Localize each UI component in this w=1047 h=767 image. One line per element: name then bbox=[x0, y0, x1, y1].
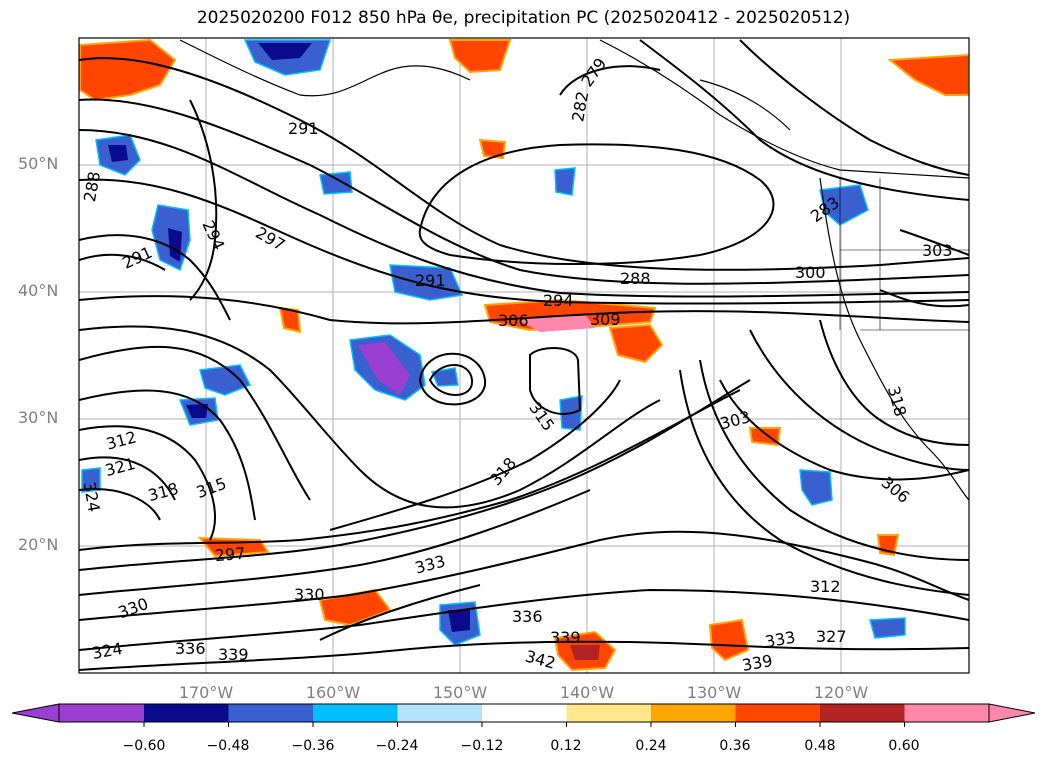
colorbar-tick-label: 0.36 bbox=[719, 738, 751, 754]
contour-label: 300 bbox=[795, 263, 826, 282]
colorbar-tick-label: −0.12 bbox=[460, 738, 504, 754]
contour-label: 291 bbox=[415, 271, 446, 290]
map-plot: 291 294 297 291 288 282 279 288 291 294 … bbox=[78, 37, 970, 675]
colorbar-tick-label: 0.12 bbox=[550, 738, 582, 754]
colorbar-segment bbox=[313, 704, 398, 722]
lat-label-40n: 40°N bbox=[18, 281, 59, 300]
colorbar-segment bbox=[59, 704, 144, 722]
colorbar bbox=[11, 703, 1036, 727]
lon-label-150w: 150°W bbox=[432, 683, 488, 702]
colorbar-frame bbox=[58, 703, 990, 723]
colorbar-tick-label: 0.48 bbox=[804, 738, 836, 754]
colorbar-segment bbox=[735, 704, 820, 722]
contour-label: 339 bbox=[741, 651, 774, 675]
lat-label-50n: 50°N bbox=[18, 154, 59, 173]
coastlines bbox=[179, 39, 969, 501]
colorbar-tick-label: 0.60 bbox=[888, 738, 920, 754]
colorbar-segment bbox=[651, 704, 736, 722]
map-background bbox=[79, 38, 969, 673]
lon-label-140w: 140°W bbox=[559, 683, 615, 702]
map-frame bbox=[78, 37, 970, 674]
lon-label-170w: 170°W bbox=[178, 683, 234, 702]
colorbar-segment bbox=[820, 704, 905, 722]
contour-label: 336 bbox=[512, 607, 543, 626]
colorbar-tick-label: −0.48 bbox=[206, 738, 250, 754]
contour-label: 336 bbox=[175, 639, 206, 658]
contour-label: 309 bbox=[590, 310, 621, 329]
contour-label: 327 bbox=[816, 627, 847, 646]
colorbar-tick-label: 0.24 bbox=[635, 738, 667, 754]
contour-label: 291 bbox=[288, 119, 319, 138]
colorbar-segment bbox=[566, 704, 651, 722]
contour-labels: 291 294 297 291 288 282 279 288 291 294 … bbox=[80, 54, 953, 675]
lon-label-120w: 120°W bbox=[813, 683, 869, 702]
lon-label-130w: 130°W bbox=[686, 683, 742, 702]
colorbar-extend-low bbox=[11, 703, 60, 723]
colorbar-tick-label: −0.60 bbox=[122, 738, 166, 754]
colorbar-segment bbox=[144, 704, 229, 722]
colorbar-extend-high bbox=[988, 703, 1036, 723]
colorbar-segment bbox=[397, 704, 482, 722]
colorbar-tick-label: −0.24 bbox=[375, 738, 419, 754]
colorbar-tick-label: −0.36 bbox=[291, 738, 335, 754]
contour-label: 339 bbox=[218, 645, 249, 664]
contour-label: 288 bbox=[620, 269, 651, 288]
lon-label-160w: 160°W bbox=[305, 683, 361, 702]
colorbar-segment bbox=[482, 704, 567, 722]
contour-label: 330 bbox=[294, 585, 325, 604]
colorbar-segment bbox=[228, 704, 313, 722]
contour-label: 312 bbox=[810, 577, 841, 596]
theta-e-contours bbox=[79, 39, 969, 671]
state-borders bbox=[839, 178, 969, 331]
colorbar-segment bbox=[904, 704, 989, 722]
contour-label: 294 bbox=[543, 291, 574, 310]
contour-label: 297 bbox=[214, 544, 246, 566]
contour-label: 303 bbox=[922, 241, 953, 260]
lat-label-30n: 30°N bbox=[18, 408, 59, 427]
precipitation-shading bbox=[79, 38, 969, 672]
contour-label: 306 bbox=[498, 311, 529, 330]
contour-label: 339 bbox=[550, 628, 581, 647]
lat-label-20n: 20°N bbox=[18, 535, 59, 554]
chart-title: 2025020200 F012 850 hPa θe, precipitatio… bbox=[196, 8, 851, 28]
